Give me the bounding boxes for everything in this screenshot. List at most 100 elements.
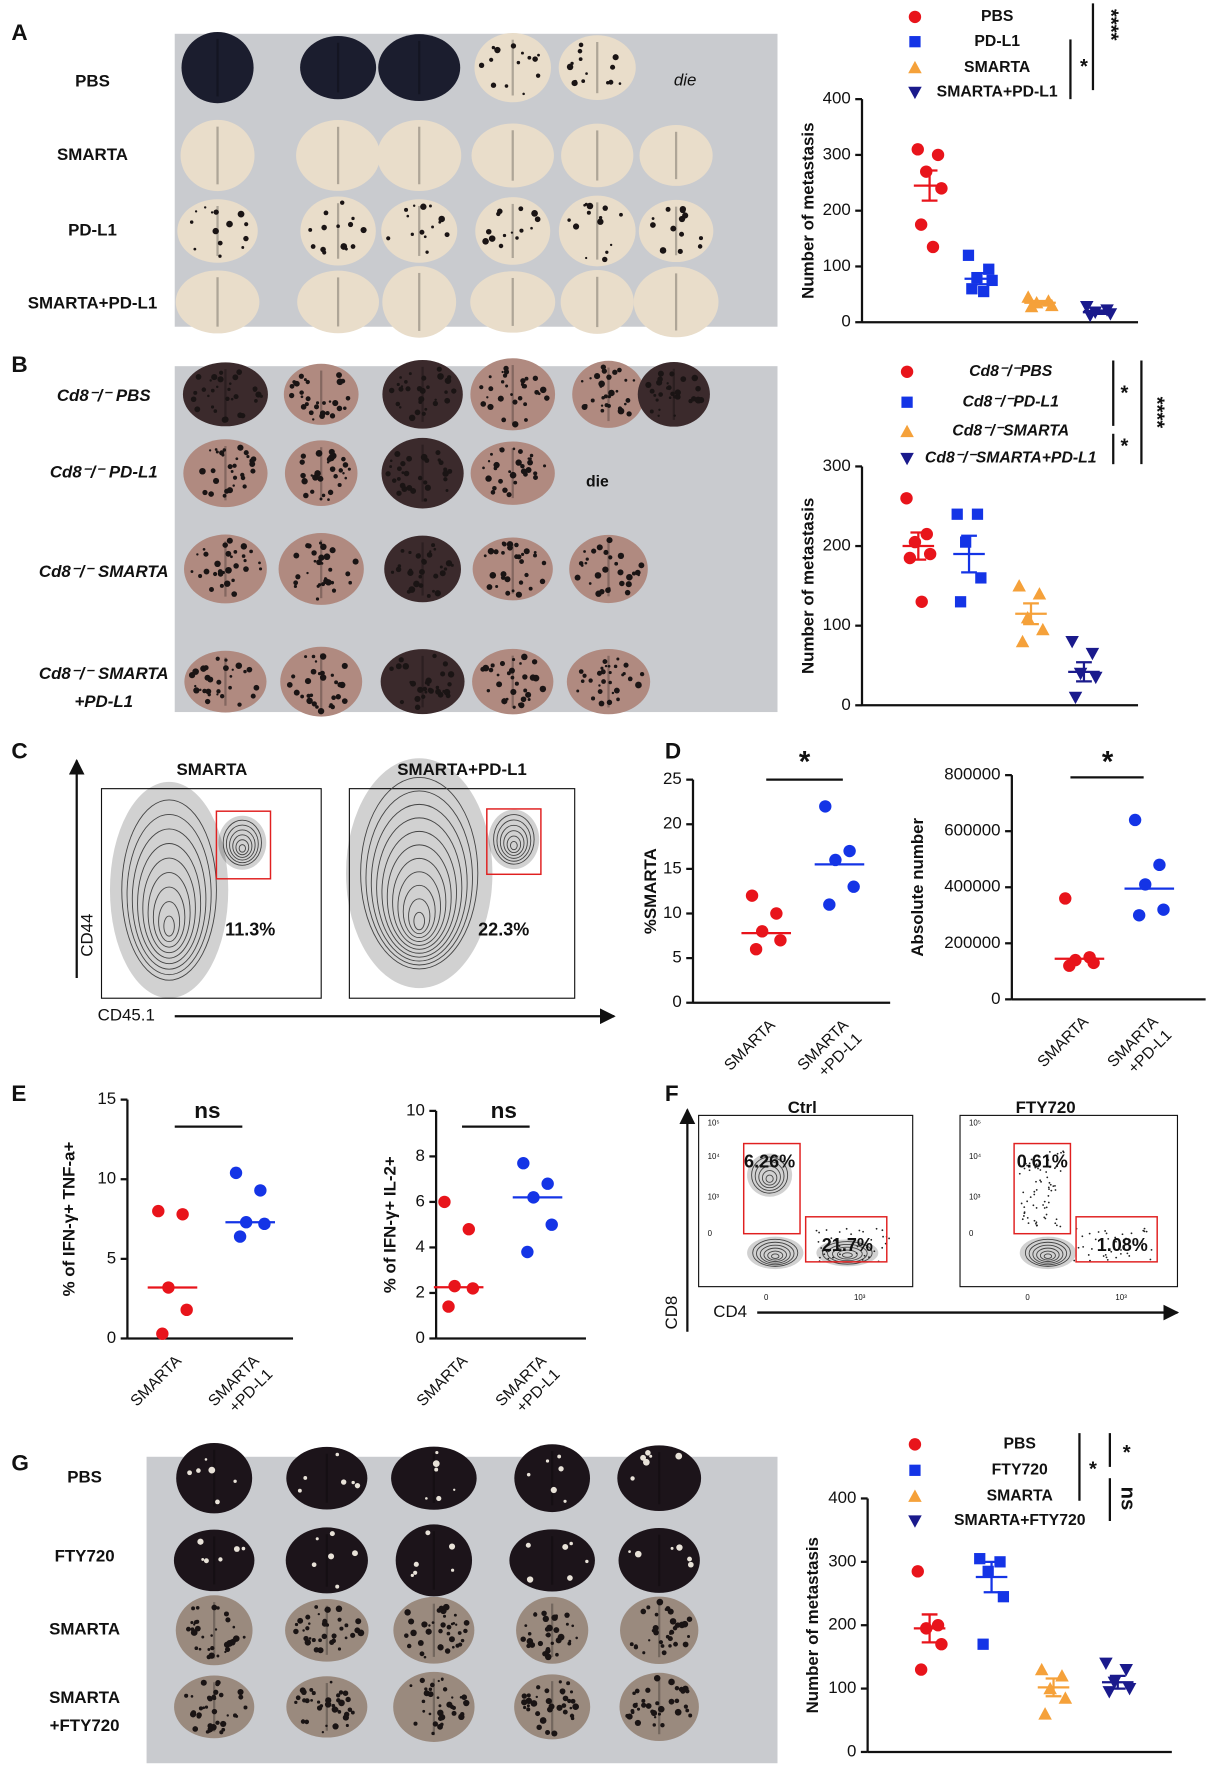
gate-percent: 1.08% — [1097, 1235, 1148, 1255]
legend-label: SMARTA — [987, 1487, 1053, 1504]
nodule — [335, 1605, 343, 1613]
nodule — [421, 375, 427, 381]
nodule — [326, 456, 333, 462]
nodule — [502, 541, 507, 547]
error-bar — [1090, 309, 1107, 315]
events — [1019, 1236, 1077, 1270]
legend-marker — [908, 86, 922, 100]
nodule — [447, 671, 455, 678]
nodule — [601, 679, 606, 684]
nodule — [360, 226, 367, 234]
nodule — [204, 1458, 208, 1461]
contour — [142, 857, 196, 959]
data-point — [911, 143, 924, 156]
contour — [1039, 1250, 1056, 1261]
contour — [158, 901, 181, 943]
gate — [486, 808, 542, 876]
nodule — [438, 1714, 446, 1721]
nodule — [194, 1625, 201, 1632]
nodule — [398, 657, 404, 663]
nodule — [190, 570, 194, 573]
nodule — [661, 1650, 667, 1656]
nodule — [436, 1608, 442, 1613]
nodule — [224, 1646, 231, 1653]
nodule — [385, 471, 391, 477]
nodule — [421, 1699, 426, 1704]
nodule — [419, 229, 425, 235]
nodule — [300, 1719, 306, 1724]
contour — [496, 819, 532, 862]
nodule — [589, 377, 592, 380]
nodule — [567, 218, 571, 222]
nodule — [250, 468, 256, 474]
nodule — [410, 1629, 417, 1637]
nodule — [544, 395, 550, 401]
nodule — [437, 458, 441, 462]
nodule — [504, 84, 509, 88]
nodule — [609, 243, 613, 247]
nodule — [343, 406, 347, 411]
data-point — [233, 1230, 247, 1243]
nodule — [404, 1633, 409, 1638]
nodule — [198, 1706, 203, 1711]
nodule — [488, 386, 494, 392]
contour — [131, 828, 207, 970]
nodule — [425, 1628, 432, 1635]
nodule — [539, 578, 546, 585]
nodule — [304, 402, 309, 407]
nodule — [221, 570, 225, 575]
nodule — [675, 394, 681, 400]
nodule — [339, 1626, 344, 1631]
nodule — [698, 397, 705, 404]
nodule — [410, 1573, 414, 1578]
error-bar — [1076, 661, 1092, 683]
panel-letter: E — [11, 1081, 26, 1106]
data-point — [1045, 298, 1059, 312]
nodule — [243, 566, 249, 572]
data-point — [1024, 299, 1039, 313]
contour — [510, 840, 518, 851]
event — [1045, 1213, 1048, 1216]
nodule — [324, 1701, 332, 1708]
nodule — [463, 1699, 470, 1707]
event — [1090, 1248, 1093, 1250]
event — [1054, 1189, 1057, 1191]
contour — [413, 911, 425, 931]
nodule — [580, 679, 585, 683]
nodule — [655, 1701, 660, 1706]
contour — [1032, 1244, 1064, 1264]
nodule — [554, 1614, 558, 1618]
nodule — [518, 580, 524, 585]
event — [1023, 1167, 1026, 1170]
nodule — [321, 1731, 325, 1734]
nodule — [389, 465, 393, 468]
nodule — [541, 560, 547, 566]
tissue — [285, 1598, 369, 1662]
data-point — [847, 880, 860, 893]
row-label: Cd8⁻/⁻ PBS — [57, 386, 152, 405]
nodule — [616, 697, 620, 702]
nodule — [190, 1620, 194, 1625]
y-axis-label: Number of metastasis — [799, 123, 818, 299]
nodule — [422, 686, 428, 692]
nodule — [440, 1622, 446, 1628]
data-point — [1085, 647, 1100, 661]
row-label: Cd8⁻/⁻ SMARTA — [39, 664, 169, 683]
y-tick-label: 10 — [97, 1169, 116, 1188]
gate — [215, 810, 272, 880]
nodule — [328, 567, 333, 572]
contour — [163, 915, 175, 937]
nodule — [435, 450, 441, 456]
nodule — [316, 559, 322, 566]
nodule — [314, 404, 320, 410]
nodule — [217, 376, 224, 383]
nodule — [675, 1452, 683, 1460]
nodule — [650, 1709, 655, 1714]
event — [1018, 1172, 1021, 1175]
nodule — [426, 552, 433, 558]
event — [1088, 1232, 1091, 1235]
nodule — [309, 693, 314, 698]
nodule — [305, 379, 310, 385]
significance-label: **** — [1100, 9, 1122, 41]
nodule — [542, 1615, 549, 1622]
